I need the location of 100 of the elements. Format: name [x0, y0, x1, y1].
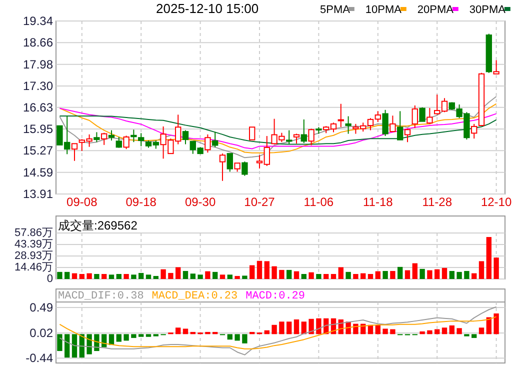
- bar: [294, 271, 300, 279]
- bar: [116, 334, 122, 342]
- x-tick-label: 12-10: [480, 195, 512, 209]
- y-tick-label: 13.91: [22, 187, 54, 201]
- bar: [398, 266, 403, 279]
- bar: [346, 272, 351, 279]
- candlestick: [138, 132, 144, 147]
- candlestick: [94, 132, 100, 143]
- bar: [316, 318, 322, 334]
- x-tick-label: 11-28: [422, 195, 452, 209]
- candlestick: [397, 110, 404, 140]
- bar: [442, 328, 448, 334]
- candlestick: [493, 60, 500, 74]
- candlestick: [345, 116, 352, 134]
- bar: [124, 274, 129, 279]
- bar: [286, 322, 292, 334]
- bar: [227, 274, 232, 279]
- candlestick: [390, 115, 396, 132]
- bar: [434, 269, 440, 279]
- y-tick-label: 43.39万: [14, 238, 53, 251]
- bar: [250, 265, 255, 279]
- candlestick: [249, 126, 256, 140]
- bar: [412, 263, 418, 279]
- candlestick: [226, 153, 233, 172]
- bar: [212, 272, 218, 279]
- bar: [368, 274, 374, 279]
- bar: [324, 274, 329, 279]
- y-tick-label: 18.66: [22, 36, 54, 50]
- legend-label: 20PMA: [417, 4, 454, 16]
- bar: [449, 270, 454, 279]
- bar: [464, 270, 470, 279]
- y-tick-label: 19.34: [22, 14, 54, 28]
- bar: [124, 334, 129, 341]
- bar: [434, 329, 440, 334]
- series-label: MACD:0.29: [246, 290, 306, 302]
- y-tick-label: 0.49: [30, 300, 54, 314]
- bar: [272, 266, 277, 279]
- bar: [108, 274, 114, 279]
- bar: [138, 334, 144, 337]
- bar: [382, 328, 388, 334]
- y-tick-label: 15.95: [22, 122, 54, 136]
- bar: [456, 272, 462, 279]
- chart-title: 2025-12-10 15:00: [156, 1, 259, 16]
- bar: [168, 272, 174, 279]
- candlestick: [404, 128, 411, 143]
- y-tick-label: 16.63: [22, 100, 54, 114]
- legend-label: 5PMA: [320, 4, 351, 16]
- candlestick: [219, 153, 226, 182]
- candlestick: [419, 106, 426, 122]
- candlestick: [71, 143, 78, 162]
- y-tick-label: 17.30: [22, 78, 54, 93]
- bar: [94, 274, 100, 279]
- y-tick-label: 17.98: [22, 57, 54, 72]
- bar: [390, 270, 396, 279]
- candlestick: [182, 130, 189, 145]
- candlestick: [101, 132, 108, 146]
- bar: [131, 334, 136, 338]
- y-tick-label: 15.27: [22, 144, 54, 158]
- bar: [375, 271, 380, 279]
- candlestick: [286, 130, 292, 145]
- bar: [360, 273, 366, 279]
- bar: [316, 274, 322, 279]
- bar: [205, 271, 210, 279]
- bar: [256, 260, 262, 279]
- bar: [494, 313, 499, 334]
- candlestick: [123, 135, 130, 150]
- bar: [198, 274, 203, 279]
- candlestick: [108, 130, 115, 141]
- candlestick: [308, 128, 314, 146]
- bar: [308, 272, 314, 279]
- bar: [442, 268, 448, 279]
- y-tick-label: 28.93万: [14, 250, 53, 262]
- bar: [79, 274, 84, 279]
- legend-label: 30PMA: [469, 4, 506, 16]
- candlestick: [382, 109, 388, 137]
- bar: [486, 237, 492, 279]
- bar: [478, 328, 484, 334]
- bar: [182, 270, 188, 279]
- bar: [456, 328, 462, 334]
- bar: [86, 273, 92, 279]
- bar: [420, 268, 425, 279]
- bar: [286, 270, 292, 279]
- bar: [57, 334, 62, 352]
- y-tick-label: 0.02: [30, 326, 54, 340]
- bar: [116, 274, 122, 279]
- bar: [227, 334, 232, 340]
- candlestick: [242, 161, 248, 176]
- bar: [234, 276, 240, 279]
- bar: [478, 261, 484, 279]
- bar: [102, 274, 107, 279]
- text: 成交量:269562: [58, 218, 138, 232]
- bar: [301, 322, 306, 334]
- bar: [160, 269, 166, 279]
- bar: [131, 274, 136, 279]
- bar: [176, 267, 181, 279]
- line-series: [59, 306, 497, 356]
- bar: [420, 331, 425, 334]
- text: MACD_DEA:0.23: [152, 290, 238, 302]
- bar: [294, 319, 300, 334]
- bar: [146, 334, 152, 337]
